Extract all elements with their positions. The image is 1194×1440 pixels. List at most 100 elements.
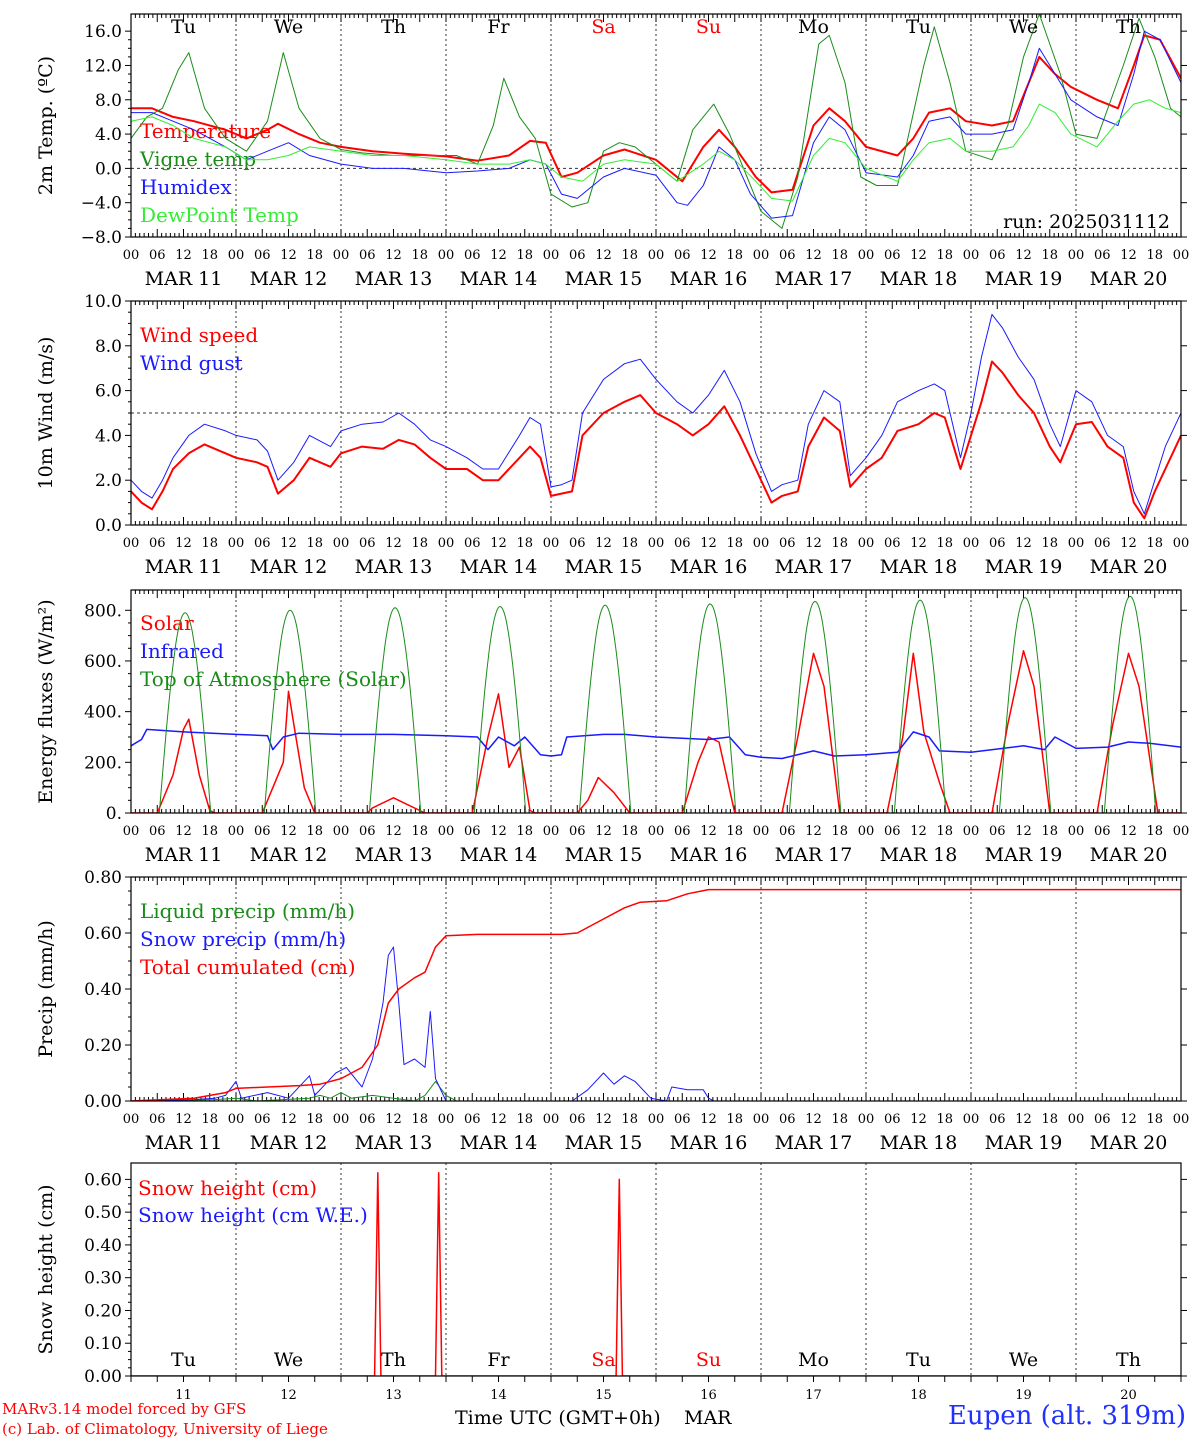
plot-frame: [130, 300, 1182, 526]
hour-tick-label: 00: [228, 1112, 245, 1127]
hour-tick-label: 12: [280, 1112, 297, 1127]
legend-entry: Vigne temp: [139, 147, 256, 171]
hour-tick-label: 06: [1094, 536, 1111, 551]
date-label: MAR 16: [670, 268, 748, 290]
hour-tick-label: 00: [438, 1112, 455, 1127]
y-tick-label: 6.0: [95, 382, 122, 402]
date-label: MAR 19: [985, 844, 1063, 866]
hour-tick-label: 00: [1068, 248, 1085, 263]
hour-tick-label: 18: [726, 536, 743, 551]
hour-tick-label: 12: [805, 536, 822, 551]
date-label: MAR 17: [775, 1132, 853, 1154]
hour-tick-label: 00: [858, 248, 875, 263]
series-line-temperature: [131, 34, 1181, 194]
series-line-solar: [131, 650, 1181, 813]
hour-tick-label: 00: [1068, 536, 1085, 551]
hour-tick-label: 12: [805, 824, 822, 839]
series-line-snow-precip-mm-h-: [131, 946, 1181, 1101]
hour-tick-label: 12: [595, 1112, 612, 1127]
day-number-label: 18: [910, 1388, 927, 1403]
hour-tick-label: 00: [753, 536, 770, 551]
weekday-label-bottom: We: [274, 1349, 303, 1371]
weekday-label-top: We: [1009, 16, 1038, 38]
hour-tick-label: 06: [569, 248, 586, 263]
date-label: MAR 15: [565, 268, 643, 290]
y-tick-label: 16.0: [84, 22, 122, 42]
legend-entry: Liquid precip (mm/h): [140, 899, 355, 923]
date-label: MAR 18: [880, 268, 958, 290]
hour-tick-label: 00: [1173, 1112, 1190, 1127]
hour-tick-label: 06: [779, 1112, 796, 1127]
hour-tick-label: 06: [254, 248, 271, 263]
hour-tick-label: 00: [753, 1112, 770, 1127]
hour-tick-label: 06: [464, 536, 481, 551]
hour-tick-label: 18: [621, 1112, 638, 1127]
hour-tick-label: 06: [359, 1112, 376, 1127]
y-tick-label: 0.10: [84, 1334, 122, 1354]
hour-tick-label: 18: [1146, 1112, 1163, 1127]
hour-tick-label: 06: [989, 536, 1006, 551]
hour-tick-label: 00: [123, 1112, 140, 1127]
hour-tick-label: 06: [464, 824, 481, 839]
hour-tick-label: 00: [648, 536, 665, 551]
hour-tick-label: 06: [569, 536, 586, 551]
legend-entry: Snow height (cm): [138, 1176, 317, 1200]
hour-tick-label: 18: [201, 1112, 218, 1127]
hour-tick-label: 12: [385, 1112, 402, 1127]
hour-tick-label: 12: [805, 248, 822, 263]
y-tick-label: −4.0: [81, 194, 122, 214]
hour-tick-label: 12: [595, 536, 612, 551]
hour-tick-label: 18: [831, 824, 848, 839]
hour-tick-label: 12: [910, 248, 927, 263]
hour-tick-label: 18: [411, 248, 428, 263]
hour-tick-label: 18: [306, 248, 323, 263]
hour-tick-label: 18: [1041, 824, 1058, 839]
weekday-label-top: Tu: [171, 16, 196, 38]
plot-frame: [130, 589, 1182, 814]
hour-tick-label: 06: [569, 824, 586, 839]
hour-tick-label: 12: [1015, 1112, 1032, 1127]
hour-tick-label: 12: [490, 1112, 507, 1127]
y-tick-label: 8.0: [95, 91, 122, 111]
weekday-label-top: Sa: [591, 16, 615, 38]
hour-tick-label: 00: [963, 248, 980, 263]
series-line-wind-gust: [131, 313, 1181, 515]
series-line-top-of-atmosphere-solar-: [131, 595, 1181, 813]
hour-tick-label: 18: [831, 248, 848, 263]
hour-tick-label: 12: [595, 248, 612, 263]
hour-tick-label: 12: [175, 248, 192, 263]
y-tick-label: 800.: [84, 601, 122, 621]
series-line-snow-height-cm-: [131, 1172, 1181, 1376]
hour-tick-label: 18: [1146, 824, 1163, 839]
date-label: MAR 19: [985, 1132, 1063, 1154]
panel-1: −8.0 −4.0 0.0 4.0 8.0 12.0 16.0 00 06 12 18 MAR 11 0…: [35, 13, 1189, 290]
y-tick-label: 600.: [84, 652, 122, 672]
hour-tick-label: 12: [910, 1112, 927, 1127]
date-label: MAR 14: [460, 1132, 538, 1154]
weekday-label-bottom: Th: [1116, 1349, 1141, 1371]
hour-tick-label: 00: [333, 1112, 350, 1127]
hour-tick-label: 18: [726, 824, 743, 839]
hour-tick-label: 18: [1041, 248, 1058, 263]
y-axis-label: 10m Wind (m/s): [35, 337, 57, 490]
day-number-label: 11: [175, 1388, 192, 1403]
hour-tick-label: 18: [201, 824, 218, 839]
hour-tick-label: 00: [648, 248, 665, 263]
date-label: MAR 11: [145, 844, 223, 866]
run-label: run: 2025031112: [1003, 211, 1170, 233]
y-tick-label: 0.20: [84, 1301, 122, 1321]
hour-tick-label: 00: [648, 1112, 665, 1127]
day-number-label: 13: [385, 1388, 402, 1403]
hour-tick-label: 00: [753, 248, 770, 263]
hour-tick-label: 00: [1173, 824, 1190, 839]
date-label: MAR 20: [1090, 556, 1168, 578]
hour-tick-label: 18: [201, 536, 218, 551]
y-tick-label: 8.0: [95, 337, 122, 357]
hour-tick-label: 00: [858, 536, 875, 551]
hour-tick-label: 18: [936, 536, 953, 551]
day-number-label: 14: [490, 1388, 507, 1403]
hour-tick-label: 00: [333, 824, 350, 839]
hour-tick-label: 12: [385, 248, 402, 263]
weekday-label-bottom: We: [1009, 1349, 1038, 1371]
hour-tick-label: 00: [438, 824, 455, 839]
